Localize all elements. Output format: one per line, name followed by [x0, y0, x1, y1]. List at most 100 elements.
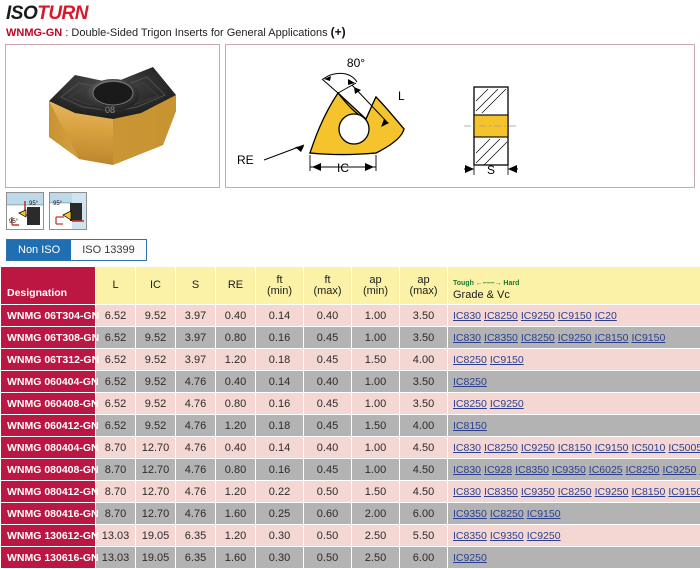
col-header-designation[interactable]: Designation: [1, 267, 96, 305]
grade-link[interactable]: IC8350: [453, 530, 487, 542]
grade-link[interactable]: IC5010: [631, 442, 665, 454]
cell-designation[interactable]: WNMG 080412-GN: [1, 481, 96, 503]
specification-table-wrap: Designation L IC S RE ft (min) ft (max) …: [0, 266, 700, 569]
grade-link[interactable]: IC8150: [453, 420, 487, 432]
grade-link[interactable]: IC8150: [631, 486, 665, 498]
cell-ft-max: 0.50: [304, 547, 352, 569]
grade-link[interactable]: IC9350: [453, 508, 487, 520]
col-header-ft-min[interactable]: ft (min): [256, 267, 304, 305]
grade-link[interactable]: IC8350: [484, 332, 518, 344]
grade-link[interactable]: IC9350: [552, 464, 586, 476]
col-header-grade-vc[interactable]: Tough ←–––→ Hard Grade & Vc: [448, 267, 700, 305]
grade-link[interactable]: IC8250: [453, 376, 487, 388]
cell-designation[interactable]: WNMG 080416-GN: [1, 503, 96, 525]
cell-l: 13.03: [96, 525, 136, 547]
cell-ap-max: 4.00: [400, 415, 448, 437]
cell-designation[interactable]: WNMG 06T308-GN: [1, 327, 96, 349]
grade-link[interactable]: IC8250: [484, 442, 518, 454]
grade-link[interactable]: IC9250: [453, 552, 487, 564]
grade-link[interactable]: IC830: [453, 442, 481, 454]
cell-ic: 9.52: [136, 305, 176, 327]
cell-designation[interactable]: WNMG 080404-GN: [1, 437, 96, 459]
cell-designation[interactable]: WNMG 130612-GN: [1, 525, 96, 547]
cell-designation[interactable]: WNMG 060404-GN: [1, 371, 96, 393]
grade-link[interactable]: IC830: [453, 464, 481, 476]
col-header-ft-max-line1: ft: [304, 275, 351, 286]
grade-link[interactable]: IC9250: [595, 486, 629, 498]
thumbnail-tool-application-1[interactable]: 95° 95°: [6, 192, 44, 230]
grade-link[interactable]: IC9250: [527, 530, 561, 542]
col-header-s[interactable]: S: [176, 267, 216, 305]
grade-link[interactable]: IC8250: [626, 464, 660, 476]
col-header-ft-max-line2: (max): [304, 286, 351, 297]
grade-link[interactable]: IC8150: [558, 442, 592, 454]
grade-link[interactable]: IC8250: [490, 508, 524, 520]
grade-link[interactable]: IC9150: [631, 332, 665, 344]
cell-designation[interactable]: WNMG 06T304-GN: [1, 305, 96, 327]
grade-link[interactable]: IC830: [453, 332, 481, 344]
grade-link[interactable]: IC9150: [668, 486, 700, 498]
grade-link[interactable]: IC8250: [558, 486, 592, 498]
grade-link[interactable]: IC8250: [453, 354, 487, 366]
grade-link[interactable]: IC9250: [521, 442, 555, 454]
grade-link[interactable]: IC8350: [515, 464, 549, 476]
grade-link[interactable]: IC9250: [490, 398, 524, 410]
col-header-l[interactable]: L: [96, 267, 136, 305]
cell-designation[interactable]: WNMG 060412-GN: [1, 415, 96, 437]
angle-label-80: 80°: [347, 56, 365, 70]
grade-link[interactable]: IC9150: [595, 442, 629, 454]
tab-iso-13399[interactable]: ISO 13399: [71, 240, 146, 260]
thumbnail-tool-application-2[interactable]: 95°: [49, 192, 87, 230]
svg-text:08: 08: [105, 105, 115, 115]
tab-non-iso[interactable]: Non ISO: [7, 240, 71, 260]
grade-link[interactable]: IC9250: [558, 332, 592, 344]
grade-link[interactable]: IC8250: [453, 398, 487, 410]
grade-link[interactable]: IC8250: [484, 310, 518, 322]
table-head: Designation L IC S RE ft (min) ft (max) …: [1, 267, 700, 305]
cell-designation[interactable]: WNMG 06T312-GN: [1, 349, 96, 371]
cell-ap-min: 1.00: [352, 393, 400, 415]
grade-link[interactable]: IC9250: [521, 310, 555, 322]
grade-link[interactable]: IC9350: [490, 530, 524, 542]
grade-link[interactable]: IC9250: [663, 464, 697, 476]
cell-s: 6.35: [176, 525, 216, 547]
cell-designation[interactable]: WNMG 080408-GN: [1, 459, 96, 481]
thumb1-angle-label-b: 95°: [9, 219, 19, 225]
grade-link[interactable]: IC5005: [668, 442, 700, 454]
col-header-ap-max[interactable]: ap (max): [400, 267, 448, 305]
col-header-ft-max[interactable]: ft (max): [304, 267, 352, 305]
cell-s: 4.76: [176, 481, 216, 503]
grade-link[interactable]: IC9350: [521, 486, 555, 498]
cell-ap-min: 1.00: [352, 437, 400, 459]
col-header-re[interactable]: RE: [216, 267, 256, 305]
col-header-ap-min[interactable]: ap (min): [352, 267, 400, 305]
grade-link[interactable]: IC8150: [595, 332, 629, 344]
grade-link[interactable]: IC830: [453, 310, 481, 322]
expand-toggle[interactable]: (+): [331, 25, 346, 39]
grade-link[interactable]: IC9150: [490, 354, 524, 366]
product-photo-panel: 08: [5, 44, 220, 188]
cell-ft-min: 0.14: [256, 305, 304, 327]
grade-link[interactable]: IC9150: [527, 508, 561, 520]
grade-link[interactable]: IC928: [484, 464, 512, 476]
grade-link[interactable]: IC830: [453, 486, 481, 498]
grade-link[interactable]: IC6025: [589, 464, 623, 476]
cell-ap-max: 3.50: [400, 327, 448, 349]
product-page: ISOTURN WNMG-GN : Double-Sided Trigon In…: [0, 0, 700, 545]
grade-link[interactable]: IC8250: [521, 332, 555, 344]
table-header-row: Designation L IC S RE ft (min) ft (max) …: [1, 267, 700, 305]
grade-link[interactable]: IC9150: [558, 310, 592, 322]
col-header-ic[interactable]: IC: [136, 267, 176, 305]
cell-designation[interactable]: WNMG 130616-GN: [1, 547, 96, 569]
cell-designation[interactable]: WNMG 060408-GN: [1, 393, 96, 415]
grade-link[interactable]: IC8350: [484, 486, 518, 498]
cell-grades: IC8250: [448, 371, 700, 393]
grade-link[interactable]: IC20: [595, 310, 617, 322]
